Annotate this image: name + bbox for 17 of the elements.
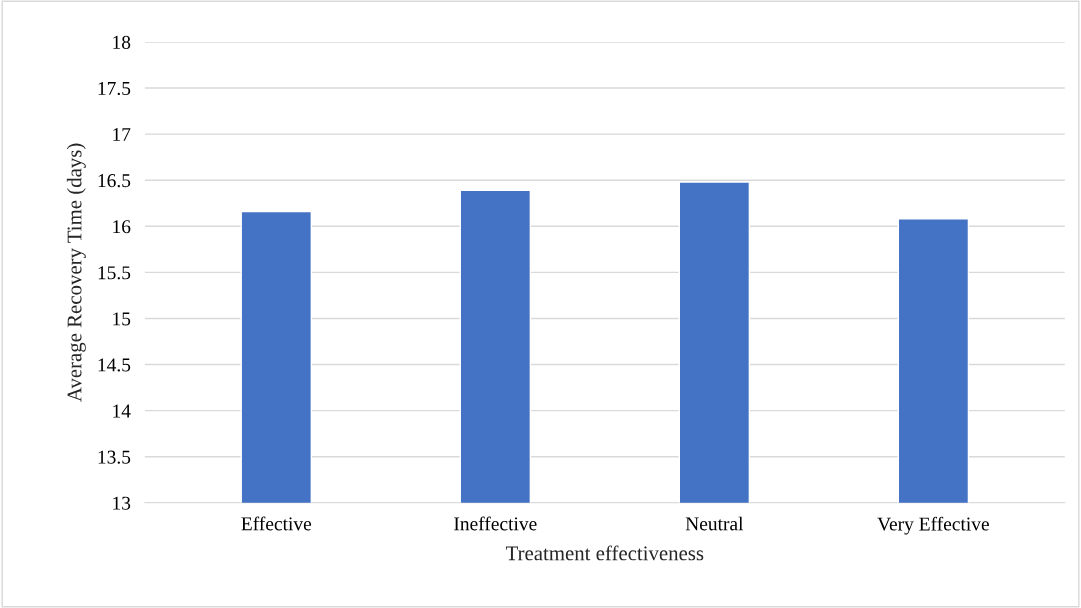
y-tick-label: 15.5 (98, 266, 131, 280)
y-tick-label: 17.5 (98, 81, 131, 96)
x-tick-label: Ineffective (454, 516, 537, 531)
y-tick-label: 18 (113, 35, 131, 49)
y-tick-label: 16 (113, 220, 131, 234)
x-axis-title: Treatment effectiveness (505, 545, 704, 561)
y-tick-label: 15 (113, 312, 131, 326)
y-tick-label: 16.5 (98, 174, 131, 188)
y-tick-label: 13.5 (98, 450, 131, 464)
x-tick-label: Neutral (685, 516, 744, 531)
y-tick-label: 14 (113, 404, 131, 418)
x-tick-label: Effective (241, 516, 312, 531)
y-tick-label: 14.5 (98, 358, 131, 372)
y-axis-title: Average Recovery Time (days) (66, 143, 86, 402)
y-tick-label: 17 (113, 128, 131, 141)
y-tick-label: 13 (113, 496, 131, 510)
x-tick-label: Very Effective (877, 516, 989, 535)
